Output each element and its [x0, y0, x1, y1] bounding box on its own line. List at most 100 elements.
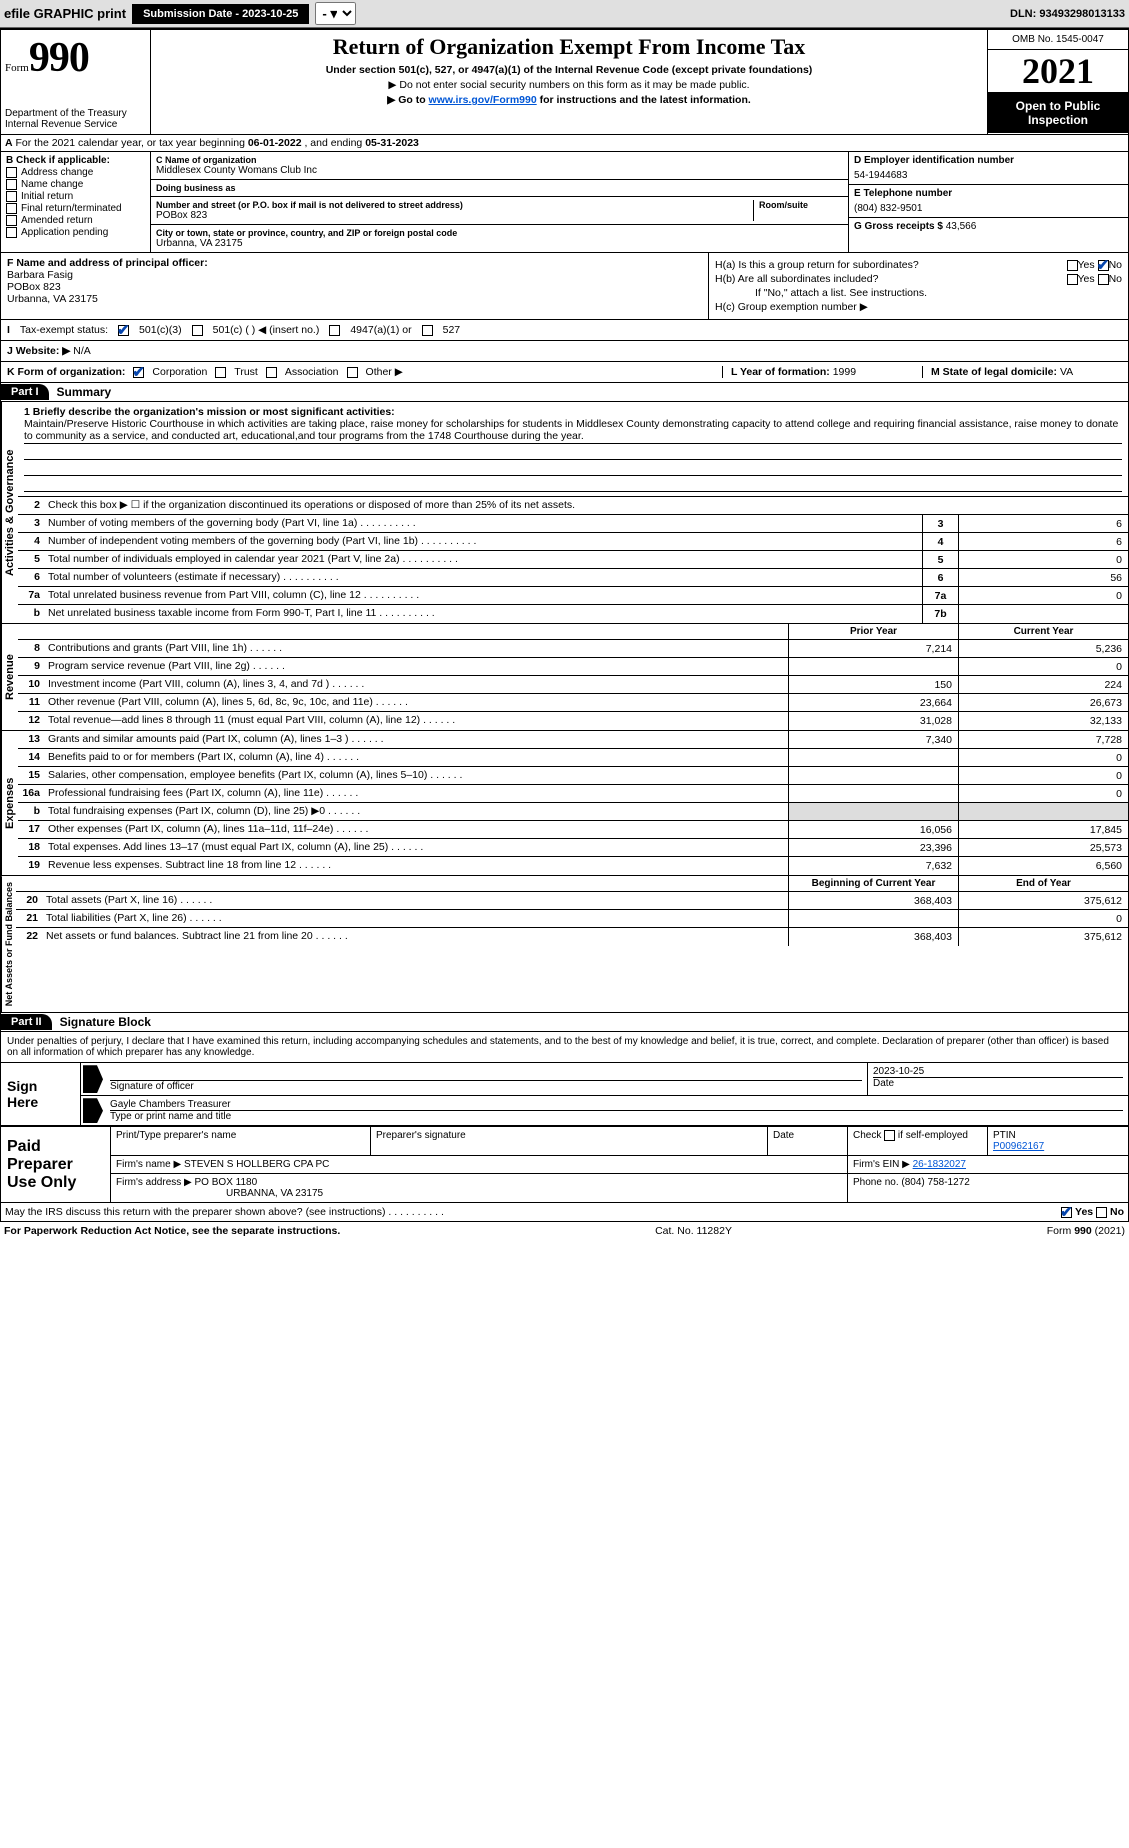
gross-receipts-label: G Gross receipts $ — [854, 221, 943, 232]
vtab-net-assets: Net Assets or Fund Balances — [1, 876, 16, 1012]
I-tax-exempt-row: I Tax-exempt status: 501(c)(3) 501(c) ( … — [0, 320, 1129, 341]
efile-label: efile GRAPHIC print — [4, 6, 126, 21]
Ha-label: H(a) Is this a group return for subordin… — [715, 259, 919, 271]
form-990-number: 990 — [29, 35, 89, 81]
chk-discuss-no[interactable] — [1096, 1207, 1107, 1218]
col-end-year: End of Year — [958, 876, 1128, 891]
part1-title: Summary — [49, 383, 120, 401]
footer-final: For Paperwork Reduction Act Notice, see … — [0, 1222, 1129, 1240]
open-to-public: Open to Public Inspection — [988, 93, 1128, 133]
sig-date-label: Date — [873, 1077, 1123, 1089]
chk-association[interactable] — [266, 367, 277, 378]
ein-value: 54-1944683 — [854, 170, 1123, 181]
ptin-link[interactable]: P00962167 — [993, 1141, 1044, 1152]
table-row: 8 Contributions and grants (Part VIII, l… — [18, 640, 1128, 658]
table-expenses: Expenses 13 Grants and similar amounts p… — [0, 731, 1129, 876]
vtab-expenses: Expenses — [1, 731, 18, 875]
chk-other[interactable] — [347, 367, 358, 378]
street-label: Number and street (or P.O. box if mail i… — [156, 200, 753, 210]
table-row: 13 Grants and similar amounts paid (Part… — [18, 731, 1128, 749]
tax-year-end: 05-31-2023 — [365, 137, 419, 149]
ein-label: D Employer identification number — [854, 155, 1123, 166]
table-row: 18 Total expenses. Add lines 13–17 (must… — [18, 839, 1128, 857]
form-title: Return of Organization Exempt From Incom… — [159, 34, 979, 60]
Hc-label: H(c) Group exemption number ▶ — [715, 301, 868, 313]
city-value: Urbanna, VA 23175 — [156, 238, 843, 249]
J-label: J Website: ▶ — [7, 345, 70, 357]
part2-badge: Part II — [1, 1014, 52, 1030]
F-label: F Name and address of principal officer: — [7, 257, 702, 269]
table-row: 14 Benefits paid to or for members (Part… — [18, 749, 1128, 767]
chk-discuss-yes[interactable] — [1061, 1207, 1072, 1218]
printed-name-label: Type or print name and title — [110, 1110, 1123, 1122]
chk-corporation[interactable] — [133, 367, 144, 378]
form-word: Form — [5, 62, 29, 74]
chk-address-change[interactable] — [6, 167, 17, 178]
form-header: Form990 Department of the Treasury Inter… — [0, 28, 1129, 135]
ptin-label: PTIN — [993, 1130, 1123, 1141]
vtab-revenue: Revenue — [1, 624, 18, 730]
chk-initial-return[interactable] — [6, 191, 17, 202]
dln-label: DLN: 93493298013133 — [1010, 8, 1125, 20]
table-row: 4 Number of independent voting members o… — [18, 533, 1128, 551]
K-L-M-row: K Form of organization: Corporation Trus… — [0, 362, 1129, 383]
F-officer: F Name and address of principal officer:… — [1, 253, 708, 319]
table-row: 5 Total number of individuals employed i… — [18, 551, 1128, 569]
chk-application-pending[interactable] — [6, 227, 17, 238]
submission-dropdown[interactable]: - ▾ — [315, 2, 356, 25]
chk-Ha-no[interactable] — [1098, 260, 1109, 271]
table-row: 9 Program service revenue (Part VIII, li… — [18, 658, 1128, 676]
phone-value: (804) 832-9501 — [854, 203, 1123, 214]
cat-no: Cat. No. 11282Y — [655, 1225, 732, 1237]
firm-ein-link[interactable]: 26-1832027 — [913, 1159, 966, 1170]
table-row: 20 Total assets (Part X, line 16) . . . … — [16, 892, 1128, 910]
chk-527[interactable] — [422, 325, 433, 336]
firm-phone: (804) 758-1272 — [901, 1177, 969, 1188]
chk-501c[interactable] — [192, 325, 203, 336]
col-B-checkboxes: B Check if applicable: Address change Na… — [1, 152, 151, 252]
blank-line — [24, 446, 1122, 460]
chk-Hb-yes[interactable] — [1067, 274, 1078, 285]
table-row: 17 Other expenses (Part IX, column (A), … — [18, 821, 1128, 839]
col-current-year: Current Year — [958, 624, 1128, 639]
chk-name-change[interactable] — [6, 179, 17, 190]
firm-addr-label: Firm's address ▶ — [116, 1177, 192, 1188]
irs-link[interactable]: www.irs.gov/Form990 — [429, 94, 537, 106]
preparer-date-label: Date — [768, 1127, 848, 1155]
net-col-headers: Beginning of Current Year End of Year — [16, 876, 1128, 892]
org-name: Middlesex County Womans Club Inc — [156, 165, 843, 176]
gross-receipts-value: 43,566 — [946, 221, 977, 232]
col-beginning-year: Beginning of Current Year — [788, 876, 958, 891]
submission-date-button[interactable]: Submission Date - 2023-10-25 — [132, 4, 309, 24]
chk-amended-return[interactable] — [6, 215, 17, 226]
chk-Hb-no[interactable] — [1098, 274, 1109, 285]
sig-officer-label: Signature of officer — [110, 1080, 862, 1092]
omb-number: OMB No. 1545-0047 — [988, 30, 1128, 50]
B-label: B Check if applicable: — [6, 155, 145, 166]
table-row: 11 Other revenue (Part VIII, column (A),… — [18, 694, 1128, 712]
part1-header-row: Part I Summary — [0, 383, 1129, 402]
firm-addr1: PO BOX 1180 — [195, 1177, 258, 1188]
H-group-return: H(a) Is this a group return for subordin… — [708, 253, 1128, 319]
chk-trust[interactable] — [215, 367, 226, 378]
sign-here-block: Sign Here Signature of officer 2023-10-2… — [0, 1063, 1129, 1126]
form-number-box: Form990 Department of the Treasury Inter… — [1, 30, 151, 134]
preparer-sig-label: Preparer's signature — [371, 1127, 768, 1155]
header-title-area: Return of Organization Exempt From Incom… — [151, 30, 988, 134]
dba-label: Doing business as — [156, 183, 843, 193]
chk-4947[interactable] — [329, 325, 340, 336]
entity-info-block: B Check if applicable: Address change Na… — [0, 152, 1129, 253]
chk-self-employed[interactable] — [884, 1130, 895, 1141]
firm-addr2: URBANNA, VA 23175 — [116, 1188, 842, 1199]
room-label: Room/suite — [759, 200, 843, 210]
paid-preparer-label: Paid Preparer Use Only — [1, 1127, 111, 1202]
chk-501c3[interactable] — [118, 325, 129, 336]
line-A: A For the 2021 calendar year, or tax yea… — [0, 135, 1129, 152]
goto-link-line: ▶ Go to www.irs.gov/Form990 for instruct… — [159, 94, 979, 106]
chk-final-return[interactable] — [6, 203, 17, 214]
M-cell: M State of legal domicile: VA — [922, 366, 1122, 378]
chk-Ha-yes[interactable] — [1067, 260, 1078, 271]
rev-col-headers: Prior Year Current Year — [18, 624, 1128, 640]
dept-treasury: Department of the Treasury — [5, 108, 146, 119]
firm-ein-label: Firm's EIN ▶ — [853, 1159, 910, 1170]
